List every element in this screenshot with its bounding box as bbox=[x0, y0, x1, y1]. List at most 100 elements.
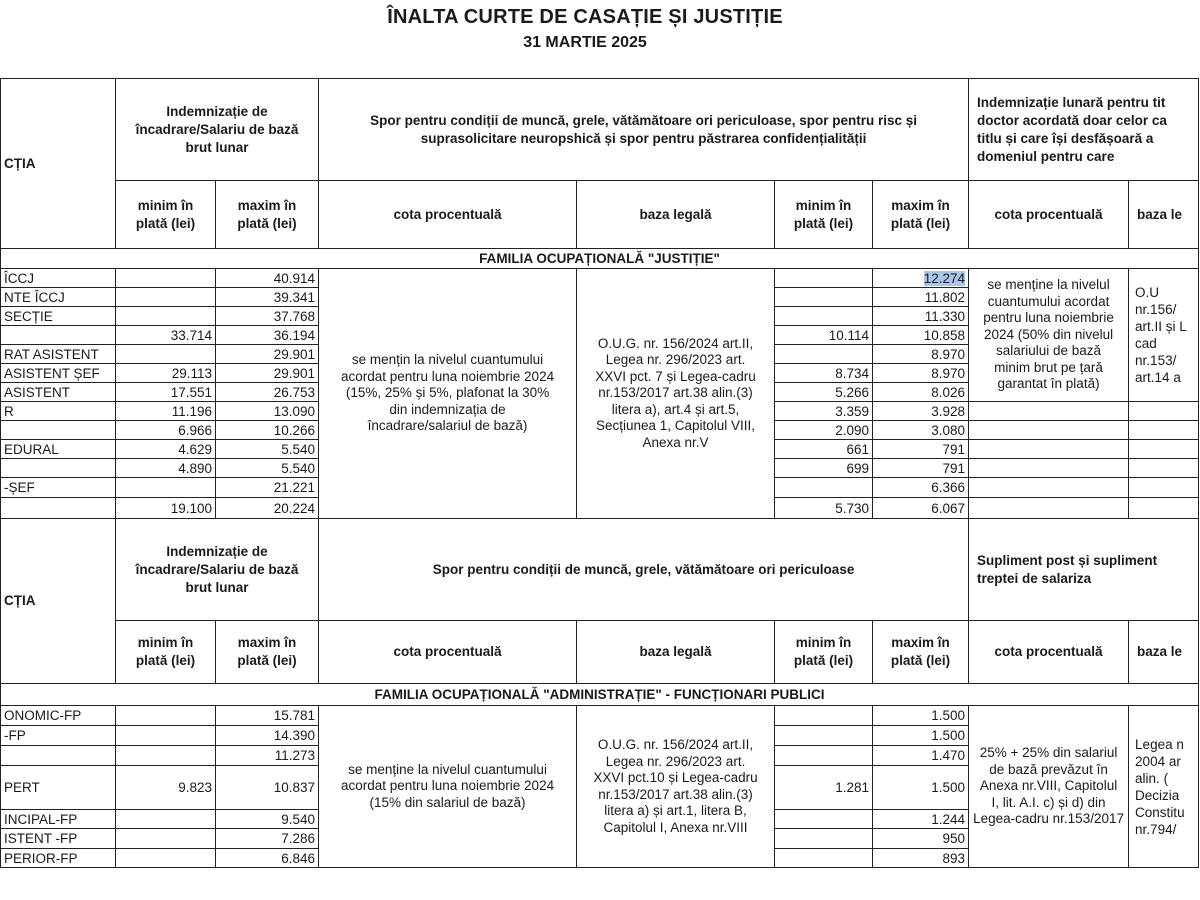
supliment-baza-header: baza le bbox=[1128, 620, 1200, 684]
salary-max: 5.540 bbox=[214, 458, 320, 478]
doctor-cota: se menține la nivelul cuantumului acorda… bbox=[968, 268, 1130, 402]
empty-cell bbox=[1128, 497, 1200, 519]
function-name: ONOMIC-FP bbox=[0, 705, 116, 726]
table-row: SECȚIE 37.768 11.330 bbox=[0, 306, 1199, 326]
empty-cell bbox=[968, 477, 1130, 498]
table-row: ASISTENT 17.551 26.753 5.266 8.026 bbox=[0, 382, 1199, 402]
spor-min bbox=[774, 344, 874, 364]
table-row: R 11.196 13.090 3.359 3.928 bbox=[0, 401, 1200, 421]
empty-cell bbox=[968, 401, 1130, 421]
salary-max: 11.273 bbox=[214, 745, 320, 766]
table-row: 19.100 20.224 5.730 6.067 bbox=[0, 497, 1200, 519]
spor-max-value: 10.858 bbox=[923, 327, 966, 343]
function-name bbox=[0, 325, 116, 345]
table-row: minim în plată (lei) maxim în plată (lei)… bbox=[1, 180, 1200, 249]
salary-max-header: maxim în plată (lei) bbox=[214, 620, 320, 684]
spor-min: 10.114 bbox=[774, 325, 874, 345]
function-name bbox=[0, 420, 116, 440]
spor-baza-header: baza legală bbox=[576, 180, 776, 249]
spor-baza: O.U.G. nr. 156/2024 art.II, Legea nr. 29… bbox=[576, 268, 776, 519]
salary-min: 33.714 bbox=[115, 325, 216, 345]
spor-min: 5.730 bbox=[774, 497, 874, 519]
salary-max: 10.266 bbox=[214, 420, 320, 440]
table-row: 4.890 5.540 699 791 bbox=[0, 458, 1200, 478]
spor-max-value: 12.274 bbox=[923, 270, 966, 286]
table-row: EDURAL 4.629 5.540 661 791 bbox=[0, 439, 1200, 459]
spor-max: 11.802 bbox=[872, 287, 970, 307]
spor-max: 8.026 bbox=[872, 382, 970, 402]
supliment-baza: Legea n 2004 ar alin. ( Decizia Constitu… bbox=[1128, 705, 1200, 868]
salary-min bbox=[115, 848, 216, 868]
function-name: ASISTENT bbox=[0, 382, 116, 402]
table-row: 6.966 10.266 2.090 3.080 bbox=[0, 420, 1200, 440]
document-title: ÎNALTA CURTE DE CASAȚIE ȘI JUSTIȚIE bbox=[387, 6, 783, 28]
supliment-cota-header: cota procentuală bbox=[968, 620, 1130, 684]
spor-min bbox=[774, 268, 874, 288]
spor-max: 791 bbox=[872, 439, 970, 459]
spor-min-header: minim în plată (lei) bbox=[774, 620, 874, 684]
function-name: PERIOR-FP bbox=[0, 848, 116, 868]
table-row: ONOMIC-FP 15.781 se menține la nivelul cua… bbox=[0, 705, 1200, 868]
salary-min: 29.113 bbox=[115, 363, 216, 383]
spor-max-value: 791 bbox=[942, 460, 966, 476]
function-name: ÎCCJ bbox=[0, 268, 116, 288]
salary-min bbox=[115, 809, 216, 829]
spor-max: 950 bbox=[872, 828, 970, 849]
spor-min: 1.281 bbox=[774, 765, 874, 810]
salary-max: 15.781 bbox=[214, 705, 320, 726]
spor-max-value: 3.928 bbox=[931, 403, 966, 419]
spor-max: 6.067 bbox=[872, 497, 970, 519]
spor-max: 6.366 bbox=[872, 477, 970, 498]
salary-max: 10.837 bbox=[214, 765, 320, 810]
table-row: FAMILIA OCUPAȚIONALĂ "JUSTIȚIE" bbox=[0, 248, 1200, 269]
spor-max: 3.080 bbox=[872, 420, 970, 440]
family-header: FAMILIA OCUPAȚIONALĂ "JUSTIȚIE" bbox=[0, 248, 1200, 269]
salary-max: 5.540 bbox=[214, 439, 320, 459]
salary-min: 9.823 bbox=[115, 765, 216, 810]
table-row: ASISTENT ȘEF 29.113 29.901 8.734 8.970 bbox=[0, 363, 1199, 383]
salary-min bbox=[115, 477, 216, 498]
spor-max-value: 1.500 bbox=[931, 780, 966, 795]
spor-min bbox=[774, 828, 874, 849]
spor-min bbox=[774, 477, 874, 498]
salary-min: 19.100 bbox=[115, 497, 216, 519]
empty-cell bbox=[1128, 439, 1200, 459]
function-name: SECȚIE bbox=[0, 306, 116, 326]
salary-min bbox=[115, 344, 216, 364]
table-row: PERT 9.823 10.837 1.281 1.500 bbox=[0, 765, 1199, 810]
function-header: CȚIA bbox=[0, 78, 116, 249]
spor-min: 8.734 bbox=[774, 363, 874, 383]
salary-min bbox=[115, 745, 216, 766]
spor-min: 661 bbox=[774, 439, 874, 459]
supliment-header: Supliment post și supliment treptei de s… bbox=[968, 518, 1200, 621]
spor-min: 2.090 bbox=[774, 420, 874, 440]
spor-max: 1.500 bbox=[872, 705, 970, 726]
table-row: ÎCCJ 40.914 se mențin la nivelul cuantumul… bbox=[0, 268, 1200, 519]
empty-cell bbox=[968, 497, 1130, 519]
spor-cota: se menține la nivelul cuantumului acorda… bbox=[318, 705, 578, 868]
empty-cell bbox=[1128, 420, 1200, 440]
table-row: NTE ÎCCJ 39.341 11.802 bbox=[0, 287, 1199, 307]
salary-max: 29.901 bbox=[214, 363, 320, 383]
spor-min bbox=[774, 809, 874, 829]
spor-max: 8.970 bbox=[872, 344, 970, 364]
spor-baza-header: baza legală bbox=[576, 620, 776, 684]
salary-min-header: minim în plată (lei) bbox=[115, 180, 216, 249]
spor-min: 3.359 bbox=[774, 401, 874, 421]
table-row: 11.273 1.470 bbox=[0, 745, 1199, 766]
salary-header: Indemnizație de încadrare/Salariu de baz… bbox=[114, 78, 320, 181]
salary-header: Indemnizație de încadrare/Salariu de baz… bbox=[114, 518, 320, 621]
empty-cell bbox=[1128, 458, 1200, 478]
spor-max-value: 11.802 bbox=[924, 289, 966, 305]
salary-min: 17.551 bbox=[115, 382, 216, 402]
empty-cell bbox=[968, 439, 1130, 459]
spor-max: 12.274 bbox=[872, 268, 970, 288]
spor-max-header: maxim în plată (lei) bbox=[872, 620, 970, 684]
spor-max-value: 6.067 bbox=[931, 500, 966, 516]
salary-max: 39.341 bbox=[214, 287, 320, 307]
spor-max-value: 11.330 bbox=[924, 308, 966, 324]
salary-min: 4.890 bbox=[115, 458, 216, 478]
family-header: FAMILIA OCUPAȚIONALĂ "ADMINISTRAȚIE" - F… bbox=[0, 683, 1200, 706]
salary-min-header: minim în plată (lei) bbox=[115, 620, 216, 684]
function-name: PERT bbox=[0, 765, 116, 810]
